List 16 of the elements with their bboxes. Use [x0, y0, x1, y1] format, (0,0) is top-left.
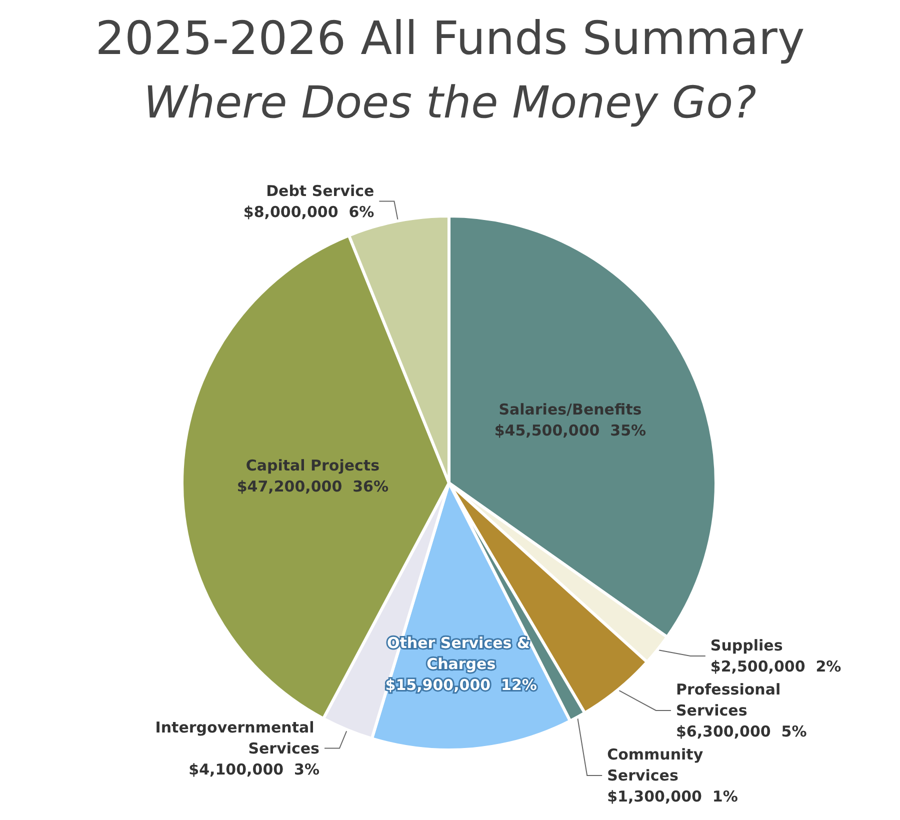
slice-label: Debt Service	[266, 182, 374, 200]
data-label: $6,300,000 5%	[676, 722, 807, 740]
slice-label: Salaries/Benefits	[498, 400, 642, 419]
chart-subtitle: Where Does the Money Go?	[144, 78, 756, 128]
data-label: $4,100,000 3%	[188, 760, 320, 778]
data-label: $45,500,000 35%	[494, 422, 646, 440]
slice-label: Capital Projects	[246, 456, 380, 474]
slice-label: Supplies	[710, 636, 783, 654]
chart-title: 2025-2026 All Funds Summary	[95, 11, 805, 65]
data-label: $8,000,000 6%	[243, 202, 374, 221]
data-label: $2,500,000 2%	[710, 658, 842, 676]
slice-label: Community Services	[607, 746, 708, 784]
data-label: $47,200,000 36%	[236, 477, 389, 496]
data-label: $1,300,000 1%	[607, 788, 738, 806]
slice-label: Intergovernmental Services	[155, 718, 320, 758]
slice-label: Professional Services	[676, 680, 786, 720]
